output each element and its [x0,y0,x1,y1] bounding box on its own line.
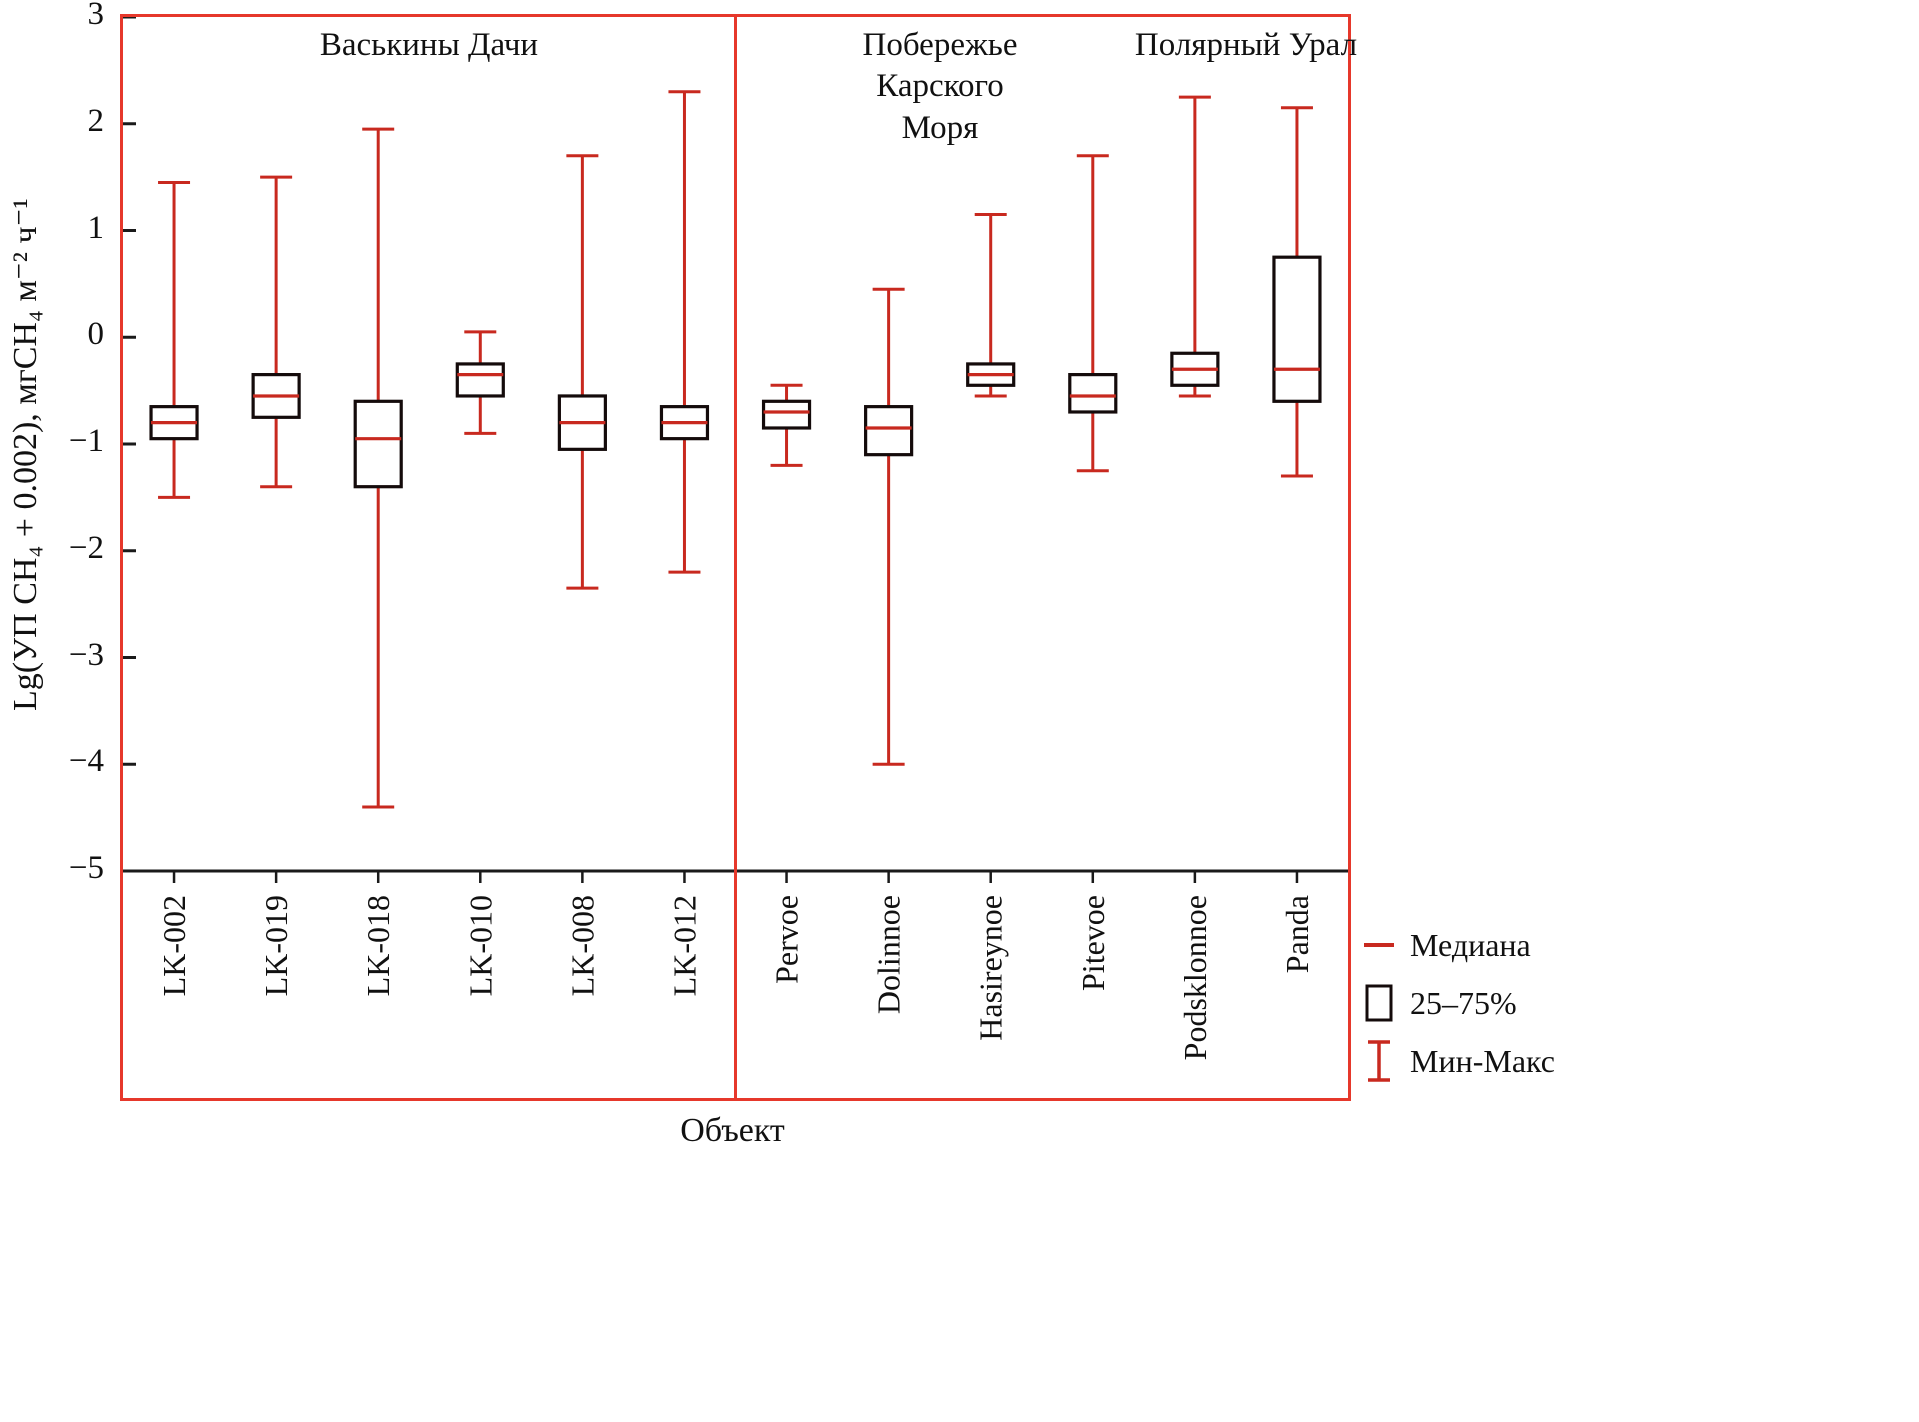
y-tick-label: −5 [68,850,104,886]
boxplot-svg: LK-002 LK-019 LK-018 LK-010 LK-008 LK-012 Perv… [123,17,1348,1098]
x-category-label-LK-018: LK-018 [360,895,396,996]
plot-frame: LK-002 LK-019 LK-018 LK-010 LK-008 LK-012 Perv… [120,14,1357,1101]
y-tick-label: 2 [87,102,105,139]
y-axis-tick-labels: 3 2 1 0 −1 −2 −3 −4 −5 [0,0,112,1095]
median-line-icon [1362,939,1396,951]
x-category-label-Podsklonnoe: Podsklonnoe [1177,895,1213,1060]
iqr-box-Dolinnoe [864,405,914,457]
x-category-label-LK-008: LK-008 [564,895,600,996]
legend-item-quartile-box: 25–75% [1362,974,1592,1032]
group-label-vaskiny-dachi: Васькины Дачи [319,27,539,63]
iqr-box-Pervoe [761,399,812,430]
legend-item-min-max: Мин-Макс [1362,1032,1592,1090]
iqr-box-Pitevoe [1068,373,1118,414]
legend-label-quartiles: 25–75% [1410,984,1517,1021]
iqr-box-LK-010 [455,362,505,398]
iqr-box-Panda [1272,255,1322,403]
x-category-label-LK-010: LK-010 [462,895,498,996]
x-axis-label: Объект [680,1112,785,1149]
x-category-label-Dolinnoe: Dolinnoe [871,895,907,1014]
x-category-label-LK-019: LK-019 [258,895,294,996]
y-tick-label: 3 [87,0,105,32]
x-category-label-Panda: Panda [1279,895,1315,973]
x-category-label-Hasireynoe: Hasireynoe [973,895,1009,1041]
y-tick-label: −4 [68,743,104,780]
x-category-label-LK-012: LK-012 [666,895,702,996]
iqr-box-LK-018 [353,399,403,489]
legend-label-median: Медиана [1410,926,1531,963]
y-tick-label: −1 [68,423,104,459]
x-category-label-Pitevoe: Pitevoe [1075,895,1111,991]
group-label-kara-sea-coast: Побережье Карского Моря [862,27,1018,146]
y-tick-label: 0 [87,316,105,353]
quartile-box-icon [1362,983,1396,1023]
y-tick-label: 1 [87,209,105,246]
x-category-label-Pervoe: Pervoe [769,895,805,984]
min-max-whisker-icon [1362,1038,1396,1084]
legend-label-min-max: Мин-Макс [1410,1042,1555,1079]
x-category-label-LK-002: LK-002 [156,895,192,996]
group-label-polar-ural: Полярный Урал [1134,27,1358,63]
legend: Медиана 25–75% Мин-Макс [1362,916,1592,1090]
legend-item-median: Медиана [1362,916,1592,974]
y-tick-label: −2 [68,529,104,566]
y-tick-label: −3 [68,636,104,673]
